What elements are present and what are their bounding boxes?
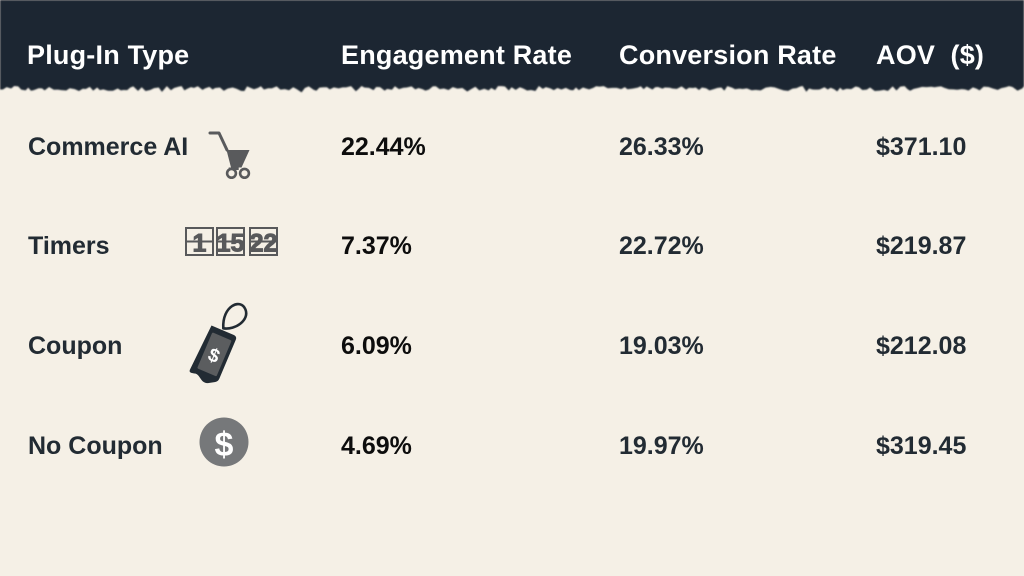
svg-text:$: $: [215, 426, 234, 464]
svg-text:15: 15: [217, 230, 245, 258]
svg-text:1: 1: [193, 230, 207, 258]
svg-text:22: 22: [250, 230, 278, 258]
